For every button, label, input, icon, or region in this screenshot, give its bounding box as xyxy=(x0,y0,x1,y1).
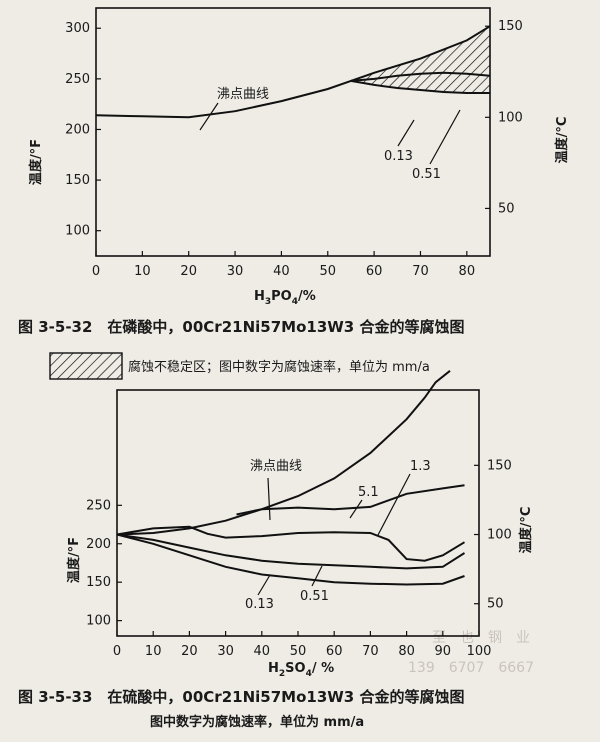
top-ytick-right-label-0: 50 xyxy=(498,201,515,216)
bottom-caption: 图 3-5-33 在硫酸中，00Cr21Ni57Mo13W3 合金的等腐蚀图 xyxy=(18,688,464,706)
bottom-xtick-label-8: 80 xyxy=(398,644,415,659)
bottom-rate-label-0: 5.1 xyxy=(358,485,379,500)
bottom-xtick-label-3: 30 xyxy=(217,644,234,659)
top-ytick-left-label-1: 150 xyxy=(65,173,90,188)
bottom-rate-leader-1 xyxy=(377,473,411,536)
bottom-xtick-label-6: 60 xyxy=(326,644,343,659)
bottom-xtick-label-4: 40 xyxy=(254,644,271,659)
top-caption: 图 3-5-32 在磷酸中，00Cr21Ni57Mo13W3 合金的等腐蚀图 xyxy=(18,318,464,336)
top-ylabel-right: 温度/°C xyxy=(554,117,570,164)
top-xtick-label-5: 50 xyxy=(319,264,336,279)
bottom-series-1-line xyxy=(236,484,465,516)
watermark-line2: 139 6707 6667 xyxy=(408,660,534,676)
bottom-series-2-line xyxy=(116,525,466,562)
bottom-ytick-left-label-3: 250 xyxy=(86,498,111,513)
legend: 腐蚀不稳定区；图中数字为腐蚀速率，单位为 mm/a xyxy=(49,352,430,380)
bottom-series-0-line xyxy=(116,370,451,536)
top-boiling-leader xyxy=(199,102,219,131)
bottom-xtick-label-2: 20 xyxy=(181,644,198,659)
top-axes: 0 10 20 30 40 50 60 70 80 100 150 200 250 300 50 100 150 xyxy=(65,19,523,279)
bottom-ytick-right-label-2: 150 xyxy=(487,458,512,473)
top-ytick-right-label-1: 100 xyxy=(498,110,523,125)
bottom-rate-label-1: 1.3 xyxy=(410,459,431,474)
top-rate-label-0: 0.13 xyxy=(384,149,413,164)
bottom-ytick-right-label-0: 50 xyxy=(487,597,504,612)
bottom-rate-label-3: 0.51 xyxy=(300,589,329,604)
bottom-xtick-label-1: 10 xyxy=(145,644,162,659)
top-ytick-left-label-2: 200 xyxy=(65,122,90,137)
top-xtick-label-4: 40 xyxy=(273,264,290,279)
phosphoric-acid-chart: 0 10 20 30 40 50 60 70 80 100 150 200 250 300 50 100 150… xyxy=(18,7,570,336)
bottom-ylabel-left: 温度/°F xyxy=(66,537,82,583)
bottom-xtick-label-7: 70 xyxy=(362,644,379,659)
top-xtick-label-6: 60 xyxy=(366,264,383,279)
bottom-xtick-label-9: 90 xyxy=(435,644,452,659)
sulfuric-acid-chart: 0 10 20 30 40 50 60 70 80 90 100100150200250501001… xyxy=(18,370,534,730)
top-series-0-line xyxy=(95,25,491,119)
bottom-xtick-label-5: 50 xyxy=(290,644,307,659)
top-ytick-left-label-3: 250 xyxy=(65,72,90,87)
top-plot-frame xyxy=(95,7,491,257)
top-ytick-left-label-0: 100 xyxy=(65,224,90,239)
bottom-boiling-leader xyxy=(267,477,271,521)
bottom-xtick-label-10: 100 xyxy=(467,644,492,659)
top-xtick-label-7: 70 xyxy=(412,264,429,279)
legend-text: 腐蚀不稳定区；图中数字为腐蚀速率，单位为 mm/a xyxy=(128,359,430,375)
top-xtick-label-2: 20 xyxy=(180,264,197,279)
bottom-boiling-label: 沸点曲线 xyxy=(250,459,302,474)
top-xtick-label-0: 0 xyxy=(92,264,100,279)
top-xlabel: H3PO4/% xyxy=(254,289,316,307)
bottom-curves xyxy=(116,370,466,586)
top-series-1-line xyxy=(350,79,490,94)
bottom-ytick-left-label-2: 200 xyxy=(86,537,111,552)
bottom-axes: 0 10 20 30 40 50 60 70 80 90 100 100 150 200 250 50 100 1… xyxy=(86,458,512,659)
top-xtick-label-1: 10 xyxy=(134,264,151,279)
bottom-rate-leader-3 xyxy=(311,565,323,587)
bottom-series-4-line xyxy=(116,533,465,586)
bottom-xtick-label-0: 0 xyxy=(113,644,121,659)
top-xtick-label-3: 30 xyxy=(227,264,244,279)
bottom-rate-label-2: 0.13 xyxy=(245,597,274,612)
top-ylabel-left: 温度/°F xyxy=(28,139,44,185)
top-rate-label-1: 0.51 xyxy=(412,167,441,182)
top-series-2-line xyxy=(350,71,491,82)
bottom-ytick-right-label-1: 100 xyxy=(487,528,512,543)
top-rate-leader-1 xyxy=(429,109,461,165)
top-ytick-right-label-2: 150 xyxy=(498,19,523,34)
bottom-rate-leader-2 xyxy=(257,574,271,596)
top-rate-leader-0 xyxy=(397,119,415,147)
top-curves xyxy=(95,25,491,119)
bottom-plot-frame xyxy=(116,389,480,637)
watermark-line1: 至 也 钢 业 xyxy=(432,630,530,646)
bottom-ytick-left-label-0: 100 xyxy=(86,614,111,629)
top-boiling-label: 沸点曲线 xyxy=(217,87,269,102)
top-xtick-label-8: 80 xyxy=(459,264,476,279)
bottom-ytick-left-label-1: 150 xyxy=(86,575,111,590)
legend-hatch-swatch xyxy=(49,352,123,380)
bottom-subcaption: 图中数字为腐蚀速率，单位为 mm/a xyxy=(150,714,364,730)
bottom-series-3-line xyxy=(116,533,466,570)
bottom-xlabel: H2SO4/ % xyxy=(268,661,334,679)
top-ytick-left-label-4: 300 xyxy=(65,21,90,36)
bottom-ylabel-right: 温度/°C xyxy=(518,507,534,554)
bottom-rate-leader-0 xyxy=(349,499,363,519)
